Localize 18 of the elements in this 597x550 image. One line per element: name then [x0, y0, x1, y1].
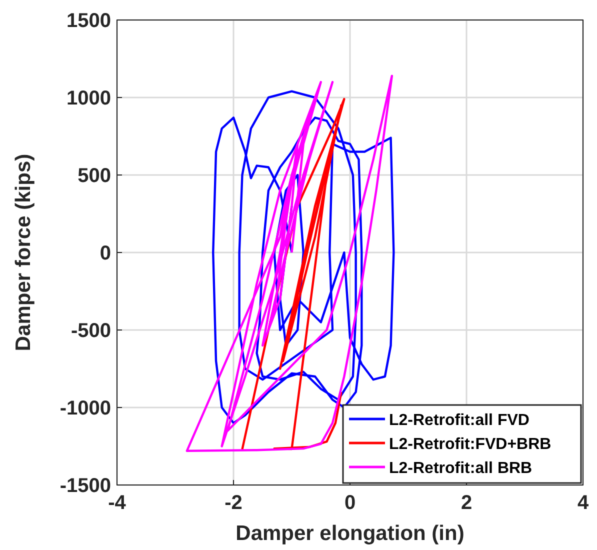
x-tick-label: -2: [224, 492, 242, 514]
line-series: [241, 98, 346, 450]
y-tick-label: 500: [78, 165, 111, 187]
y-tick-label: 1000: [66, 88, 111, 110]
y-tick-label: -500: [70, 320, 111, 342]
x-axis-title: Damper elongation (in): [236, 522, 464, 545]
y-axis-title: Damper force (kips): [12, 154, 35, 352]
legend-label: L2-Retrofit:all BRB: [389, 460, 532, 477]
x-tick-label: -4: [108, 492, 127, 514]
y-tick-label: -1000: [60, 398, 111, 420]
y-tick-label: 1500: [66, 10, 111, 32]
x-tick-label: 0: [344, 492, 356, 514]
x-tick-label: 4: [577, 492, 590, 514]
y-tick-label: -1500: [60, 475, 111, 497]
legend-label: L2-Retrofit:FVD+BRB: [389, 436, 552, 453]
legend-label: L2-Retrofit:all FVD: [389, 412, 530, 429]
x-tick-label: 2: [460, 492, 472, 514]
y-tick-label: 0: [100, 242, 111, 264]
